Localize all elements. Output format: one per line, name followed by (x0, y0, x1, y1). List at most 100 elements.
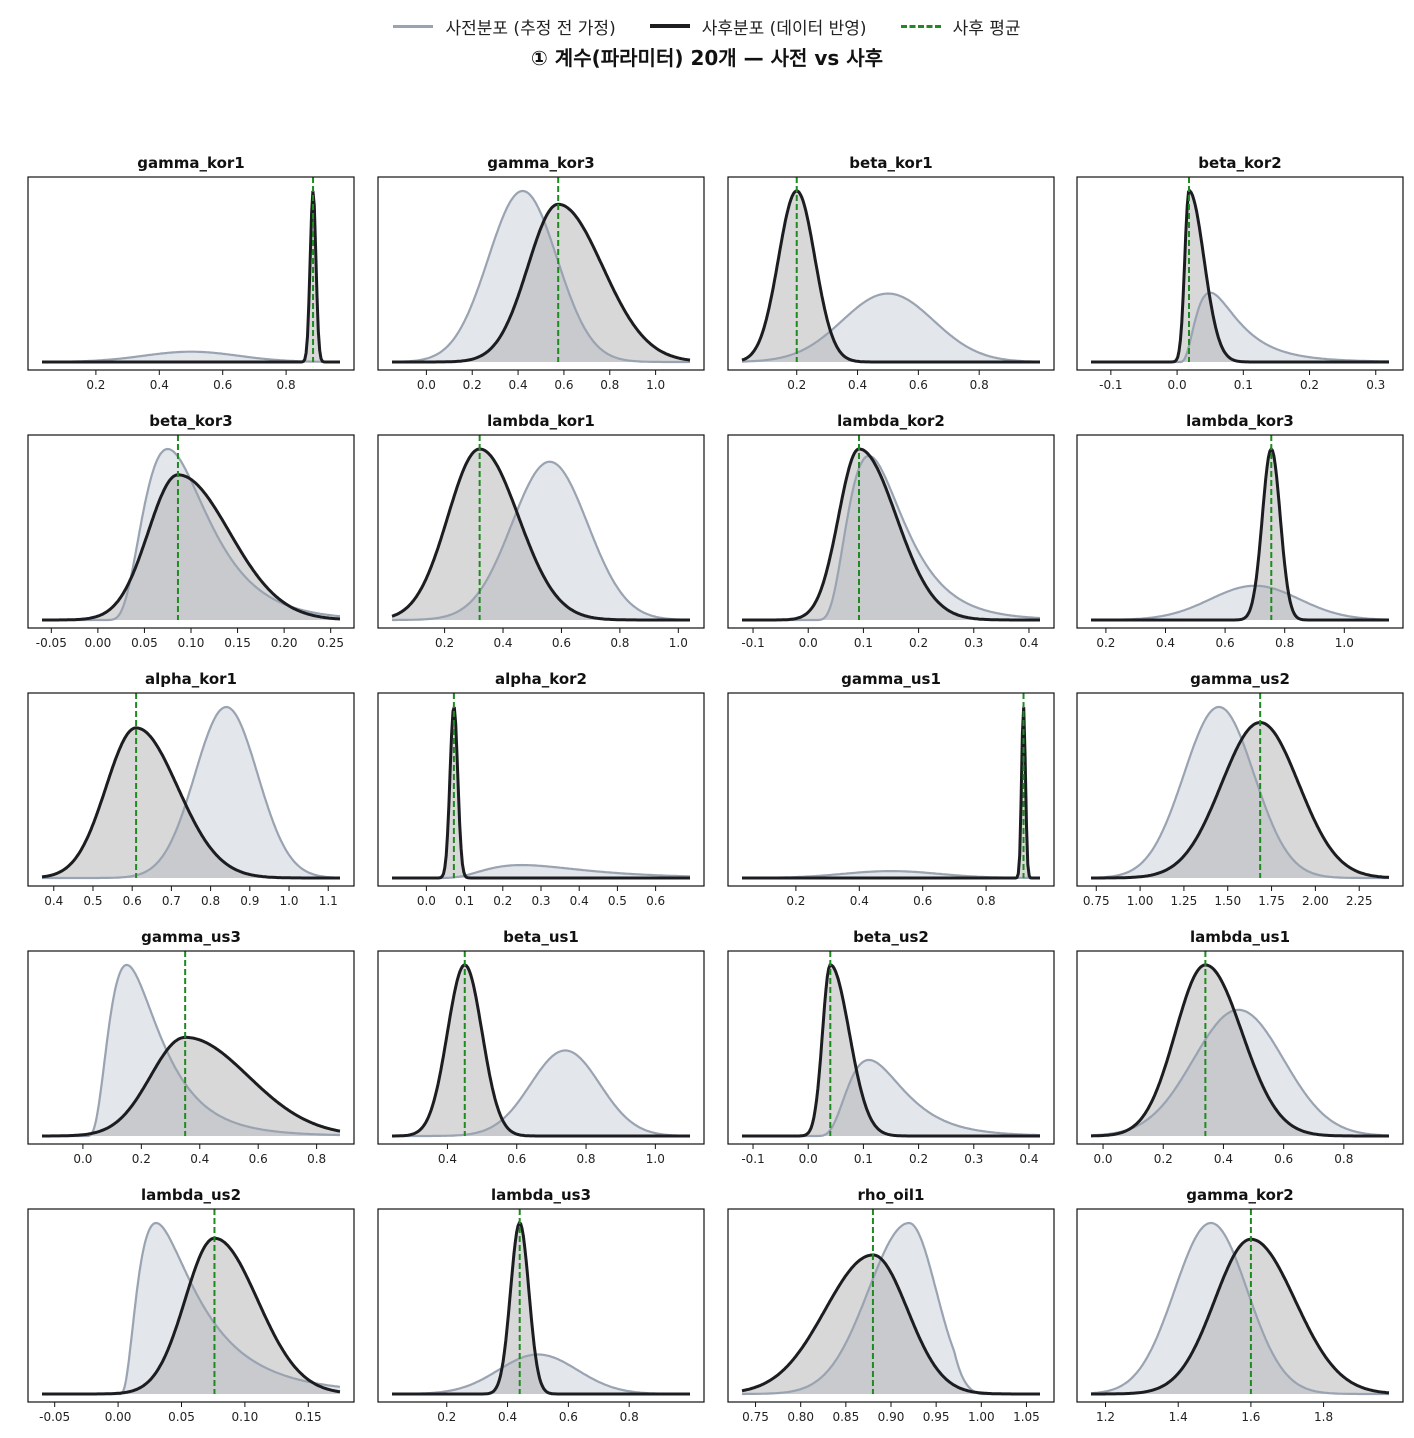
x-tick-label: 0.1 (1234, 378, 1253, 392)
panel-gamma_us3: gamma_us3 0.0 0.2 0.4 0.6 0.8 (27, 928, 355, 1166)
x-tick-label: 0.15 (295, 1410, 322, 1424)
x-tick-label: 1.05 (1013, 1410, 1040, 1424)
posterior-line (741, 189, 1040, 364)
x-tick-label: 0.3 (531, 894, 550, 908)
x-tick-label: 0.4 (1214, 1152, 1233, 1166)
prior-line (1090, 705, 1389, 880)
x-tick-label: 0.00 (105, 1410, 132, 1424)
panel-beta_kor2: beta_kor2 -0.1 0.0 0.1 0.2 0.3 (1076, 154, 1404, 392)
panel-lambda_us2: lambda_us2 -0.05 0.00 0.05 0.10 0.15 (27, 1186, 355, 1424)
prior-line (1090, 1221, 1389, 1396)
panel-frame (27, 176, 355, 371)
x-tick-label: 0.95 (923, 1410, 950, 1424)
posterior-line (1091, 1237, 1390, 1396)
legend-item-prior: 사전분포 (추정 전 가정) (393, 14, 616, 39)
x-tick-label: 1.0 (1335, 636, 1354, 650)
posterior-line (1091, 446, 1389, 622)
x-tick-label: 0.8 (977, 894, 996, 908)
x-tick-label: 0.05 (131, 636, 158, 650)
panel-title: beta_us1 (503, 928, 579, 946)
panel-title: beta_kor2 (1198, 154, 1281, 172)
posterior-fill (742, 449, 1040, 620)
panel-gamma_kor1: gamma_kor1 0.2 0.4 0.6 0.8 (27, 154, 355, 392)
legend-posterior-swatch (649, 24, 690, 28)
posterior-line (392, 202, 691, 364)
legend-prior-label: 사전분포 (추정 전 가정) (445, 18, 616, 39)
legend-mean-swatch (900, 24, 941, 28)
posterior-line (42, 1035, 341, 1138)
x-tick-label: 0.0 (1168, 378, 1187, 392)
posterior-fill (392, 965, 690, 1136)
posterior-fill (742, 707, 1040, 878)
x-tick-label: 0.4 (509, 378, 528, 392)
panel-title: alpha_kor2 (495, 670, 587, 688)
panel-title: lambda_kor1 (487, 412, 595, 430)
x-tick-label: 0.2 (787, 378, 806, 392)
panel-frame (1076, 692, 1404, 887)
x-tick-label: 1.0 (669, 636, 688, 650)
prior-line (742, 292, 1040, 363)
prior-line (42, 705, 341, 880)
posterior-line (1091, 189, 1389, 364)
x-tick-label: 0.6 (909, 378, 928, 392)
posterior-line (392, 1220, 690, 1396)
prior-fill (1091, 707, 1389, 878)
x-tick-label: 0.10 (232, 1410, 259, 1424)
prior-fill (42, 449, 340, 620)
panel-alpha_kor2: alpha_kor2 0.0 0.1 0.2 0.3 0.4 0.5 0.6 (377, 670, 705, 908)
x-tick-label: 0.8 (1275, 636, 1294, 650)
posterior-line (742, 447, 1040, 622)
panel-lambda_kor3: lambda_kor3 0.2 0.4 0.6 0.8 1.0 (1076, 412, 1404, 650)
posterior-line (392, 963, 690, 1138)
panel-title: lambda_us2 (141, 1186, 241, 1204)
posterior-fill (392, 204, 690, 362)
x-tick-label: 1.00 (968, 1410, 995, 1424)
posterior-fill (42, 191, 340, 362)
panel-beta_us1: beta_us1 0.4 0.6 0.8 1.0 (377, 928, 705, 1166)
x-tick-label: 0.10 (178, 636, 205, 650)
panel-title: lambda_kor2 (837, 412, 945, 430)
panel-frame (727, 950, 1055, 1145)
x-tick-label: 0.4 (1156, 636, 1175, 650)
panel-beta_us2: beta_us2 -0.1 0.0 0.1 0.2 0.3 0.4 (727, 928, 1055, 1166)
panel-frame (377, 950, 705, 1145)
x-tick-label: 0.6 (1216, 636, 1235, 650)
prior-fill (392, 1050, 690, 1136)
posterior-fill (742, 1255, 1040, 1394)
x-tick-label: 1.0 (646, 1152, 665, 1166)
x-tick-label: 1.1 (319, 894, 338, 908)
x-tick-label: 1.0 (646, 378, 665, 392)
x-tick-label: 0.8 (277, 378, 296, 392)
x-tick-label: 0.5 (608, 894, 627, 908)
legend: 사전분포 (추정 전 가정) 사후분포 (데이터 반영) 사후 평균 (0, 12, 1414, 40)
panel-frame (1076, 176, 1404, 371)
posterior-line (742, 706, 1040, 880)
posterior-fill (42, 1238, 340, 1394)
prior-fill (42, 707, 340, 878)
panel-title: gamma_kor3 (487, 154, 594, 172)
x-tick-label: 0.2 (435, 636, 454, 650)
x-tick-label: 0.2 (132, 1152, 151, 1166)
panel-frame (27, 692, 355, 887)
posterior-line (742, 963, 1040, 1138)
x-tick-label: 0.90 (878, 1410, 905, 1424)
x-tick-label: 1.0 (279, 894, 298, 908)
x-tick-label: 0.00 (85, 636, 112, 650)
legend-posterior-label: 사후분포 (데이터 반영) (701, 18, 867, 39)
posterior-line (741, 1253, 1040, 1396)
x-tick-label: 1.8 (1314, 1410, 1333, 1424)
prior-fill (392, 461, 690, 620)
posterior-fill (742, 191, 1040, 362)
panel-title: rho_oil1 (858, 1186, 925, 1204)
x-tick-label: 0.4 (1019, 1152, 1038, 1166)
x-tick-label: 0.75 (742, 1410, 769, 1424)
panel-title: gamma_kor2 (1186, 1186, 1293, 1204)
x-tick-label: 0.6 (559, 1410, 578, 1424)
prior-fill (42, 1223, 340, 1394)
x-tick-label: 0.4 (850, 894, 869, 908)
prior-fill (1091, 585, 1389, 620)
prior-fill (42, 965, 340, 1136)
prior-fill (1091, 1223, 1389, 1394)
posterior-fill (392, 707, 690, 878)
prior-line (1090, 1008, 1389, 1137)
